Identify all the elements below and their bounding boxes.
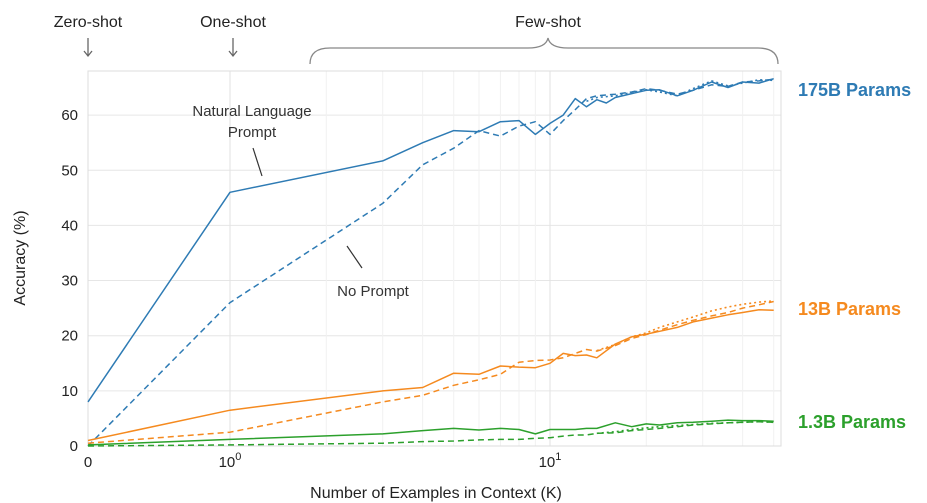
y-tick-label: 40 (61, 217, 78, 234)
x-tick-label: 101 (539, 451, 562, 471)
grid (88, 71, 781, 446)
x-axis-title: Number of Examples in Context (K) (310, 485, 562, 502)
y-tick-label: 60 (61, 107, 78, 124)
model-label-175b: 175B Params (798, 80, 911, 100)
x-tick-label: 100 (219, 451, 242, 471)
few-shot-brace-icon (309, 37, 779, 65)
y-axis-title: Accuracy (%) (12, 210, 29, 305)
y-tick-label: 20 (61, 328, 78, 345)
natural-language-annotation: Natural Language (192, 103, 311, 120)
series-line-175b-solid (87, 77, 774, 403)
natural-language-pointer (252, 147, 263, 177)
series-line-13b-dashed (87, 300, 774, 444)
series-lines (87, 77, 774, 447)
zero-shot-label: Zero-shot (54, 14, 123, 31)
model-label-1-3b: 1.3B Params (798, 412, 906, 432)
model-label-13b: 13B Params (798, 299, 901, 319)
y-tick-label: 50 (61, 162, 78, 179)
one-shot-arrow-icon (228, 38, 238, 58)
natural-language-annotation-line2: Prompt (228, 124, 277, 141)
series-line-175b-dashed (87, 78, 774, 447)
series-line-13b-dotted (596, 300, 774, 352)
no-prompt-annotation: No Prompt (337, 283, 410, 300)
series-line-13b-solid (87, 309, 774, 442)
no-prompt-pointer (346, 245, 363, 269)
series-line-1-3b-dashed (87, 420, 774, 447)
y-tick-label: 30 (61, 273, 78, 290)
zero-shot-arrow-icon (83, 38, 93, 58)
y-tick-label: 10 (61, 383, 78, 400)
plot-frame (87, 70, 782, 447)
one-shot-label: One-shot (200, 14, 266, 31)
series-line-1-3b-solid (87, 419, 774, 446)
few-shot-label: Few-shot (515, 14, 581, 31)
x-tick-label: 0 (84, 454, 92, 471)
y-tick-label: 0 (70, 438, 78, 455)
